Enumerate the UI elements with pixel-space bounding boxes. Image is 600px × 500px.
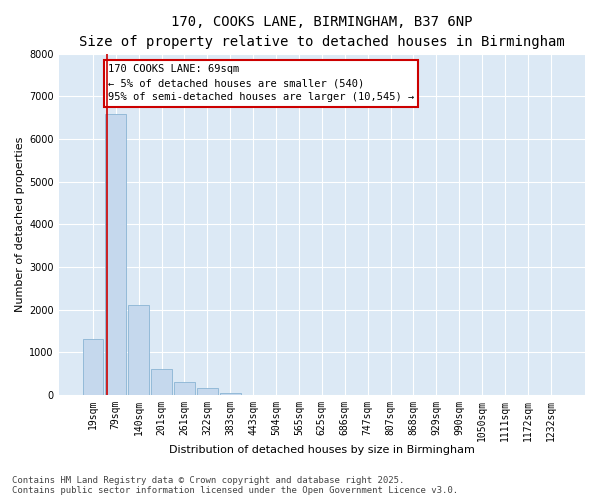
Bar bbox=[151, 370, 172, 395]
Bar bbox=[174, 382, 195, 395]
Bar bbox=[128, 306, 149, 395]
Bar bbox=[83, 340, 103, 395]
Text: 170 COOKS LANE: 69sqm
← 5% of detached houses are smaller (540)
95% of semi-deta: 170 COOKS LANE: 69sqm ← 5% of detached h… bbox=[108, 64, 414, 102]
Bar bbox=[220, 392, 241, 395]
Title: 170, COOKS LANE, BIRMINGHAM, B37 6NP
Size of property relative to detached house: 170, COOKS LANE, BIRMINGHAM, B37 6NP Siz… bbox=[79, 15, 565, 48]
X-axis label: Distribution of detached houses by size in Birmingham: Distribution of detached houses by size … bbox=[169, 445, 475, 455]
Bar bbox=[197, 388, 218, 395]
Bar bbox=[106, 114, 126, 395]
Text: Contains HM Land Registry data © Crown copyright and database right 2025.
Contai: Contains HM Land Registry data © Crown c… bbox=[12, 476, 458, 495]
Y-axis label: Number of detached properties: Number of detached properties bbox=[15, 136, 25, 312]
